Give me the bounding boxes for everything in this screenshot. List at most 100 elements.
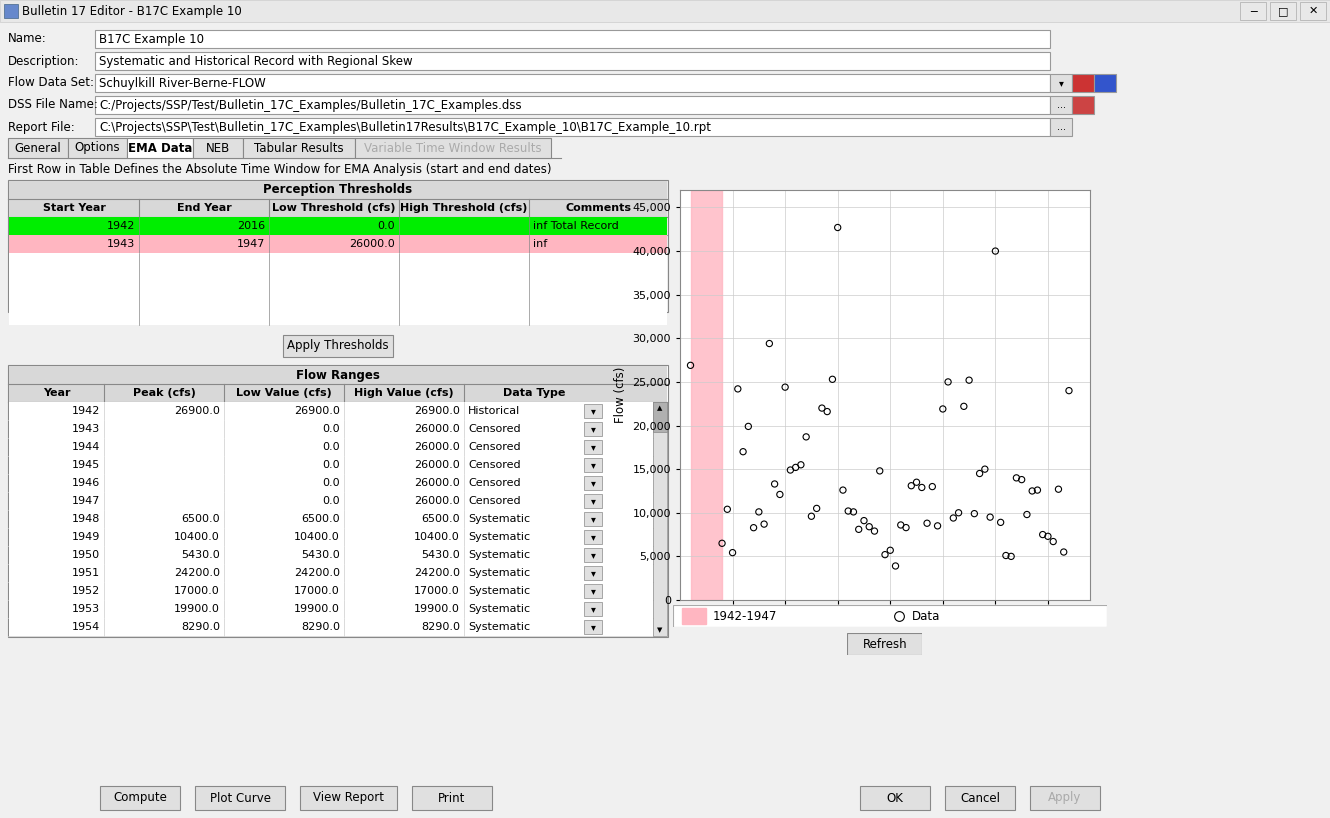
Text: 1942-1947: 1942-1947 bbox=[713, 609, 777, 622]
Point bbox=[801, 510, 822, 523]
Text: 0.0: 0.0 bbox=[322, 496, 340, 506]
Text: Print: Print bbox=[439, 792, 466, 804]
Point bbox=[728, 382, 749, 395]
Text: Report File:: Report File: bbox=[8, 120, 74, 133]
Text: 6500.0: 6500.0 bbox=[422, 514, 460, 524]
Y-axis label: Flow (cfs): Flow (cfs) bbox=[613, 366, 626, 423]
Bar bbox=[584, 458, 602, 472]
Bar bbox=[94, 30, 1049, 48]
Bar bbox=[243, 138, 355, 158]
Bar bbox=[9, 402, 653, 420]
Text: DSS File Name:: DSS File Name: bbox=[8, 98, 98, 111]
Text: Historical: Historical bbox=[468, 406, 520, 416]
Point bbox=[868, 465, 890, 478]
Text: Tabular Results: Tabular Results bbox=[254, 142, 343, 155]
Text: 24200.0: 24200.0 bbox=[174, 568, 219, 578]
Point bbox=[827, 221, 849, 234]
Text: 17000.0: 17000.0 bbox=[414, 586, 460, 596]
Text: 26000.0: 26000.0 bbox=[414, 460, 460, 470]
Point bbox=[790, 458, 811, 471]
Bar bbox=[100, 786, 180, 810]
Text: 26900.0: 26900.0 bbox=[414, 406, 460, 416]
Point bbox=[979, 510, 1000, 524]
Bar bbox=[9, 474, 653, 492]
Text: 19900.0: 19900.0 bbox=[414, 604, 460, 614]
Point bbox=[984, 245, 1005, 258]
Text: Censored: Censored bbox=[468, 496, 520, 506]
Point bbox=[754, 518, 775, 531]
Text: First Row in Table Defines the Absolute Time Window for EMA Analysis (start and : First Row in Table Defines the Absolute … bbox=[8, 164, 552, 177]
Point bbox=[749, 506, 770, 519]
Text: 0.0: 0.0 bbox=[322, 442, 340, 452]
Text: ▾: ▾ bbox=[591, 460, 596, 470]
Bar bbox=[68, 138, 126, 158]
Point bbox=[849, 523, 870, 536]
Text: Flow Data Set:: Flow Data Set: bbox=[8, 77, 94, 89]
Point bbox=[1059, 384, 1080, 398]
Point bbox=[779, 464, 801, 477]
Text: 19900.0: 19900.0 bbox=[174, 604, 219, 614]
Point bbox=[890, 519, 911, 532]
Point bbox=[811, 402, 833, 415]
Text: 1943: 1943 bbox=[72, 424, 100, 434]
Text: ✕: ✕ bbox=[1309, 6, 1318, 16]
Bar bbox=[584, 602, 602, 616]
Bar bbox=[94, 52, 1049, 70]
Bar bbox=[1072, 74, 1095, 92]
Text: Variable Time Window Results: Variable Time Window Results bbox=[363, 142, 541, 155]
Text: 26000.0: 26000.0 bbox=[350, 239, 395, 249]
Bar bbox=[8, 138, 68, 158]
Text: NEB: NEB bbox=[206, 142, 230, 155]
Text: Comments: Comments bbox=[567, 203, 632, 213]
Bar bbox=[653, 402, 668, 636]
Text: 1942: 1942 bbox=[106, 221, 136, 231]
Bar bbox=[9, 366, 668, 384]
Bar bbox=[8, 365, 668, 637]
Point bbox=[763, 478, 785, 491]
Text: Name:: Name: bbox=[8, 33, 47, 46]
Text: 26000.0: 26000.0 bbox=[414, 496, 460, 506]
Point bbox=[1000, 550, 1021, 563]
Text: 8290.0: 8290.0 bbox=[181, 622, 219, 632]
Point bbox=[1021, 484, 1043, 497]
Text: 1945: 1945 bbox=[72, 460, 100, 470]
Text: 10400.0: 10400.0 bbox=[294, 532, 340, 542]
Text: ▾: ▾ bbox=[591, 568, 596, 578]
Bar bbox=[126, 138, 193, 158]
Text: 8290.0: 8290.0 bbox=[422, 622, 460, 632]
Text: ▾: ▾ bbox=[591, 604, 596, 614]
Text: 1947: 1947 bbox=[72, 496, 100, 506]
Text: ▾: ▾ bbox=[591, 406, 596, 416]
Bar bbox=[653, 402, 668, 432]
Text: 26900.0: 26900.0 bbox=[174, 406, 219, 416]
Text: Cancel: Cancel bbox=[960, 792, 1000, 804]
Text: ▾: ▾ bbox=[591, 442, 596, 452]
Text: C:\Projects\SSP\Test\Bulletin_17C_Examples\Bulletin17Results\B17C_Example_10\B17: C:\Projects\SSP\Test\Bulletin_17C_Exampl… bbox=[98, 120, 712, 133]
Bar bbox=[9, 600, 653, 618]
Text: inf: inf bbox=[533, 239, 547, 249]
Text: 1946: 1946 bbox=[72, 478, 100, 488]
Text: 10400.0: 10400.0 bbox=[174, 532, 219, 542]
Point bbox=[879, 544, 900, 557]
Text: ▾: ▾ bbox=[591, 550, 596, 560]
Text: 1949: 1949 bbox=[72, 532, 100, 542]
Text: ▼: ▼ bbox=[657, 627, 662, 633]
Text: 24200.0: 24200.0 bbox=[294, 568, 340, 578]
Point bbox=[864, 524, 886, 537]
Text: High Threshold (cfs): High Threshold (cfs) bbox=[400, 203, 528, 213]
Bar bbox=[9, 253, 668, 325]
Text: Apply Thresholds: Apply Thresholds bbox=[287, 339, 388, 353]
Text: Refresh: Refresh bbox=[863, 637, 907, 650]
Text: 6500.0: 6500.0 bbox=[302, 514, 340, 524]
Point bbox=[1053, 546, 1075, 559]
Bar bbox=[584, 566, 602, 580]
Text: 1943: 1943 bbox=[106, 239, 136, 249]
Point bbox=[938, 375, 959, 389]
Text: Plot Curve: Plot Curve bbox=[210, 792, 270, 804]
Text: OK: OK bbox=[887, 792, 903, 804]
Text: Systematic and Historical Record with Regional Skew: Systematic and Historical Record with Re… bbox=[98, 55, 412, 68]
Bar bbox=[193, 138, 243, 158]
Text: 26000.0: 26000.0 bbox=[414, 442, 460, 452]
Text: 5430.0: 5430.0 bbox=[302, 550, 340, 560]
Point bbox=[975, 463, 996, 476]
